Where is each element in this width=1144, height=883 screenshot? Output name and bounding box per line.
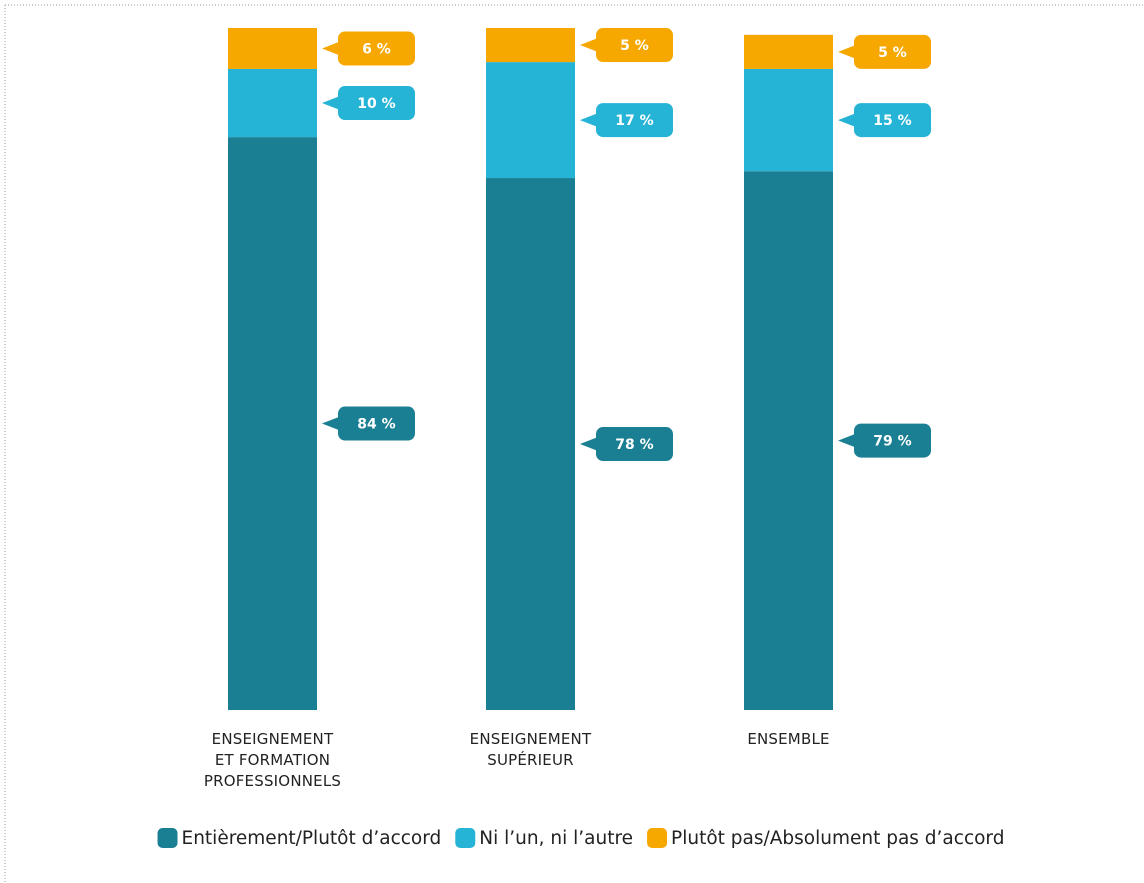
callout-pointer	[322, 96, 340, 111]
value-label: 5 %	[878, 45, 907, 61]
callout-bubble	[338, 406, 415, 441]
bar-segment	[228, 28, 317, 69]
value-callout: 17 %	[580, 103, 673, 138]
value-label: 17 %	[615, 113, 653, 129]
bar-segment	[228, 68, 317, 138]
callout-bubble	[854, 34, 931, 69]
bar-segment	[744, 34, 833, 69]
x-tick-label: ENSEIGNEMENT ET FORMATION PROFESSIONNELS	[203, 730, 342, 790]
callout-pointer	[322, 41, 340, 56]
bar-segment	[744, 68, 833, 172]
value-callout: 15 %	[838, 103, 931, 138]
value-label: 15 %	[873, 113, 911, 129]
legend-swatch	[455, 828, 476, 848]
value-callout: 5 %	[838, 34, 931, 69]
x-tick-label: ENSEIGNEMENT SUPÉRIEUR	[469, 730, 592, 769]
legend-swatch	[647, 828, 668, 848]
bar-segment	[744, 171, 833, 711]
value-label: 84 %	[357, 417, 395, 433]
callout-bubble	[596, 103, 673, 138]
value-label: 5 %	[620, 38, 649, 54]
value-callout: 6 %	[322, 31, 415, 66]
value-callout: 79 %	[838, 423, 931, 458]
callout-pointer	[580, 437, 598, 452]
value-label: 78 %	[615, 437, 653, 453]
callout-pointer	[580, 38, 598, 53]
legend-item: Ni l’un, ni l’autre	[455, 828, 633, 849]
callout-pointer	[838, 433, 856, 448]
callout-bubble	[338, 86, 415, 121]
legend-swatch	[157, 828, 178, 848]
bar-segment	[486, 178, 575, 711]
legend-label: Entièrement/Plutôt d’accord	[182, 828, 442, 849]
legend-item: Plutôt pas/Absolument pas d’accord	[647, 828, 1004, 849]
legend-label: Ni l’un, ni l’autre	[479, 828, 633, 849]
legend-item: Entièrement/Plutôt d’accord	[157, 828, 442, 849]
callout-bubble	[596, 427, 673, 462]
value-callout: 78 %	[580, 427, 673, 462]
bar-segment	[486, 62, 575, 179]
callout-bubble	[596, 28, 673, 63]
callout-bubble	[854, 423, 931, 458]
value-label: 10 %	[357, 96, 395, 112]
value-callout: 5 %	[580, 28, 673, 63]
callout-bubble	[338, 31, 415, 66]
callout-pointer	[838, 44, 856, 59]
callout-pointer	[322, 416, 340, 431]
bar-segment	[228, 137, 317, 710]
callout-pointer	[838, 113, 856, 128]
value-callout: 10 %	[322, 86, 415, 121]
x-tick-label: ENSEMBLE	[747, 730, 830, 748]
value-label: 6 %	[362, 41, 391, 57]
callout-bubble	[854, 103, 931, 138]
legend-label: Plutôt pas/Absolument pas d’accord	[671, 828, 1004, 849]
value-callout: 84 %	[322, 406, 415, 441]
value-label: 79 %	[873, 434, 911, 450]
bar-segment	[486, 28, 575, 63]
callout-pointer	[580, 113, 598, 128]
